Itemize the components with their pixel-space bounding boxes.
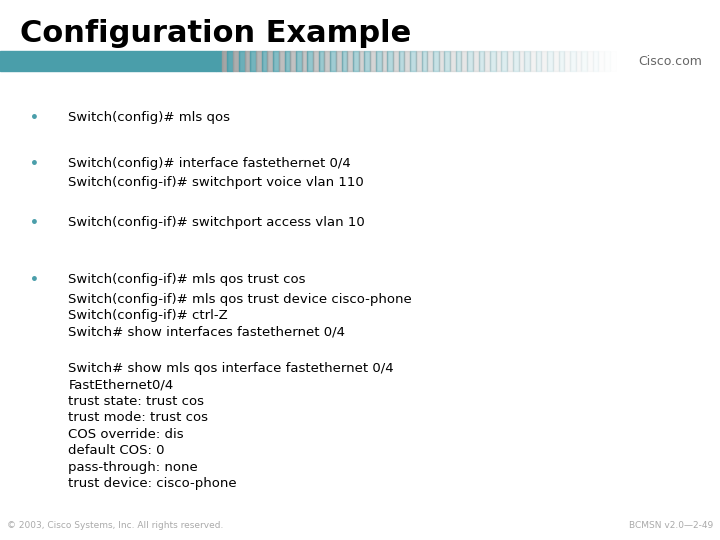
Bar (524, 51, 530, 71)
Text: BCMSN v2.0—2-49: BCMSN v2.0—2-49 (629, 521, 713, 530)
Text: Switch# show mls qos interface fastethernet 0/4
FastEthernet0/4
trust state: tru: Switch# show mls qos interface fastether… (68, 362, 394, 490)
Bar (382, 51, 387, 71)
Bar (364, 51, 370, 71)
Bar (473, 51, 479, 71)
Bar (536, 51, 541, 71)
Bar (313, 51, 319, 71)
Bar (290, 51, 296, 71)
Text: •: • (30, 216, 39, 230)
Bar (587, 51, 593, 71)
Text: Switch(config)# mls qos: Switch(config)# mls qos (68, 111, 230, 124)
Bar (438, 51, 444, 71)
Text: Switch(config-if)# switchport voice vlan 110: Switch(config-if)# switchport voice vlan… (68, 177, 364, 190)
Bar (564, 51, 570, 71)
Bar (359, 51, 364, 71)
Bar (507, 51, 513, 71)
Text: •: • (30, 157, 39, 171)
Text: Switch(config)# interface fastethernet 0/4: Switch(config)# interface fastethernet 0… (68, 157, 351, 170)
Bar (251, 51, 256, 71)
Bar (513, 51, 518, 71)
Bar (393, 51, 399, 71)
Bar (433, 51, 438, 71)
Bar (245, 51, 251, 71)
Bar (604, 51, 610, 71)
Bar (479, 51, 485, 71)
Bar (261, 51, 267, 71)
Bar (273, 51, 279, 71)
Bar (399, 51, 405, 71)
Bar (302, 51, 307, 71)
Bar (296, 51, 302, 71)
Bar (341, 51, 347, 71)
Bar (456, 51, 462, 71)
Bar (553, 51, 559, 71)
Bar (495, 51, 501, 71)
Bar (444, 51, 450, 71)
Bar (222, 51, 228, 71)
Bar (325, 51, 330, 71)
Bar (336, 51, 341, 71)
Bar (233, 51, 239, 71)
Bar (284, 51, 290, 71)
Bar (570, 51, 575, 71)
Bar (530, 51, 536, 71)
Bar (330, 51, 336, 71)
Bar (0, 51, 216, 71)
Bar (559, 51, 564, 71)
Text: Switch(config-if)# switchport access vlan 10: Switch(config-if)# switchport access vla… (68, 216, 365, 229)
Text: © 2003, Cisco Systems, Inc. All rights reserved.: © 2003, Cisco Systems, Inc. All rights r… (7, 521, 224, 530)
Bar (485, 51, 490, 71)
Bar (387, 51, 393, 71)
Bar (279, 51, 284, 71)
Bar (490, 51, 495, 71)
Bar (501, 51, 507, 71)
Bar (598, 51, 604, 71)
Bar (450, 51, 456, 71)
Text: •: • (30, 273, 39, 287)
Bar (427, 51, 433, 71)
Bar (216, 51, 222, 71)
Bar (541, 51, 547, 71)
Bar (467, 51, 473, 71)
Bar (307, 51, 313, 71)
Bar (256, 51, 261, 71)
Bar (518, 51, 524, 71)
Bar (462, 51, 467, 71)
Text: Switch(config-if)# mls qos trust device cisco-phone
Switch(config-if)# ctrl-Z
Sw: Switch(config-if)# mls qos trust device … (68, 293, 412, 339)
Bar (405, 51, 410, 71)
Bar (421, 51, 427, 71)
Bar (370, 51, 376, 71)
Bar (347, 51, 353, 71)
Bar (319, 51, 325, 71)
Bar (239, 51, 245, 71)
Bar (410, 51, 416, 71)
Bar (593, 51, 598, 71)
Text: Configuration Example: Configuration Example (20, 19, 411, 48)
Bar (610, 51, 616, 71)
Bar (376, 51, 382, 71)
Text: •: • (30, 111, 39, 125)
Bar (353, 51, 359, 71)
Bar (575, 51, 581, 71)
Bar (267, 51, 273, 71)
Text: Switch(config-if)# mls qos trust cos: Switch(config-if)# mls qos trust cos (68, 273, 306, 286)
Text: Cisco.com: Cisco.com (638, 55, 702, 68)
Bar (228, 51, 233, 71)
Bar (547, 51, 553, 71)
Bar (416, 51, 421, 71)
Bar (581, 51, 587, 71)
